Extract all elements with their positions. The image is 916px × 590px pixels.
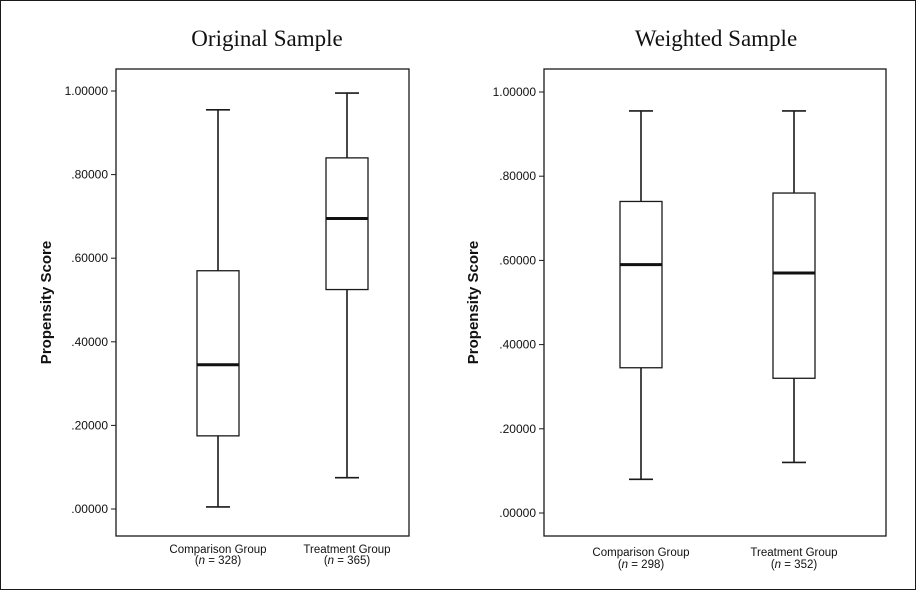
- plot-frame: [115, 68, 410, 537]
- panel-title: Weighted Sample: [635, 26, 797, 51]
- sample-size-label: (n = 352): [771, 559, 818, 571]
- panel-title: Original Sample: [191, 26, 342, 51]
- y-axis-label: Propensity Score: [38, 241, 55, 364]
- y-tick-label: .00000: [499, 506, 536, 520]
- y-tick-label: .80000: [71, 168, 108, 182]
- iqr-box: [325, 157, 369, 291]
- y-tick-label: 1.00000: [493, 85, 537, 99]
- y-tick-label: .20000: [499, 422, 536, 436]
- y-tick-label: .00000: [71, 502, 108, 516]
- box-treatment: [325, 92, 369, 479]
- category-label: Comparison Group: [592, 547, 689, 559]
- sample-size-label: (n = 298): [618, 559, 665, 571]
- category-label: Comparison Group: [169, 544, 266, 556]
- panel-1: Original Sample Propensity Score .00000 .20…: [38, 26, 410, 567]
- sample-size-label: (n = 328): [195, 555, 242, 567]
- box-comparison: [196, 109, 240, 508]
- y-tick-label: .80000: [499, 169, 536, 183]
- iqr-box: [196, 270, 240, 437]
- plot-frame: [543, 68, 887, 537]
- y-tick-label: 1.00000: [65, 84, 109, 98]
- category-label: Treatment Group: [750, 547, 837, 559]
- panel-2: Weighted Sample Propensity Score .00000 .20…: [465, 26, 887, 571]
- y-tick-label: .40000: [499, 338, 536, 352]
- y-tick-label: .60000: [71, 251, 108, 265]
- iqr-box: [772, 192, 816, 379]
- iqr-box: [619, 200, 663, 369]
- y-tick-label: .40000: [71, 335, 108, 349]
- category-label: Treatment Group: [303, 544, 390, 556]
- box-treatment: [772, 110, 816, 464]
- y-tick-label: .20000: [71, 418, 108, 432]
- y-axis-label: Propensity Score: [465, 241, 482, 364]
- sample-size-label: (n = 365): [324, 555, 371, 567]
- box-comparison: [619, 110, 663, 481]
- y-tick-label: .60000: [499, 253, 536, 267]
